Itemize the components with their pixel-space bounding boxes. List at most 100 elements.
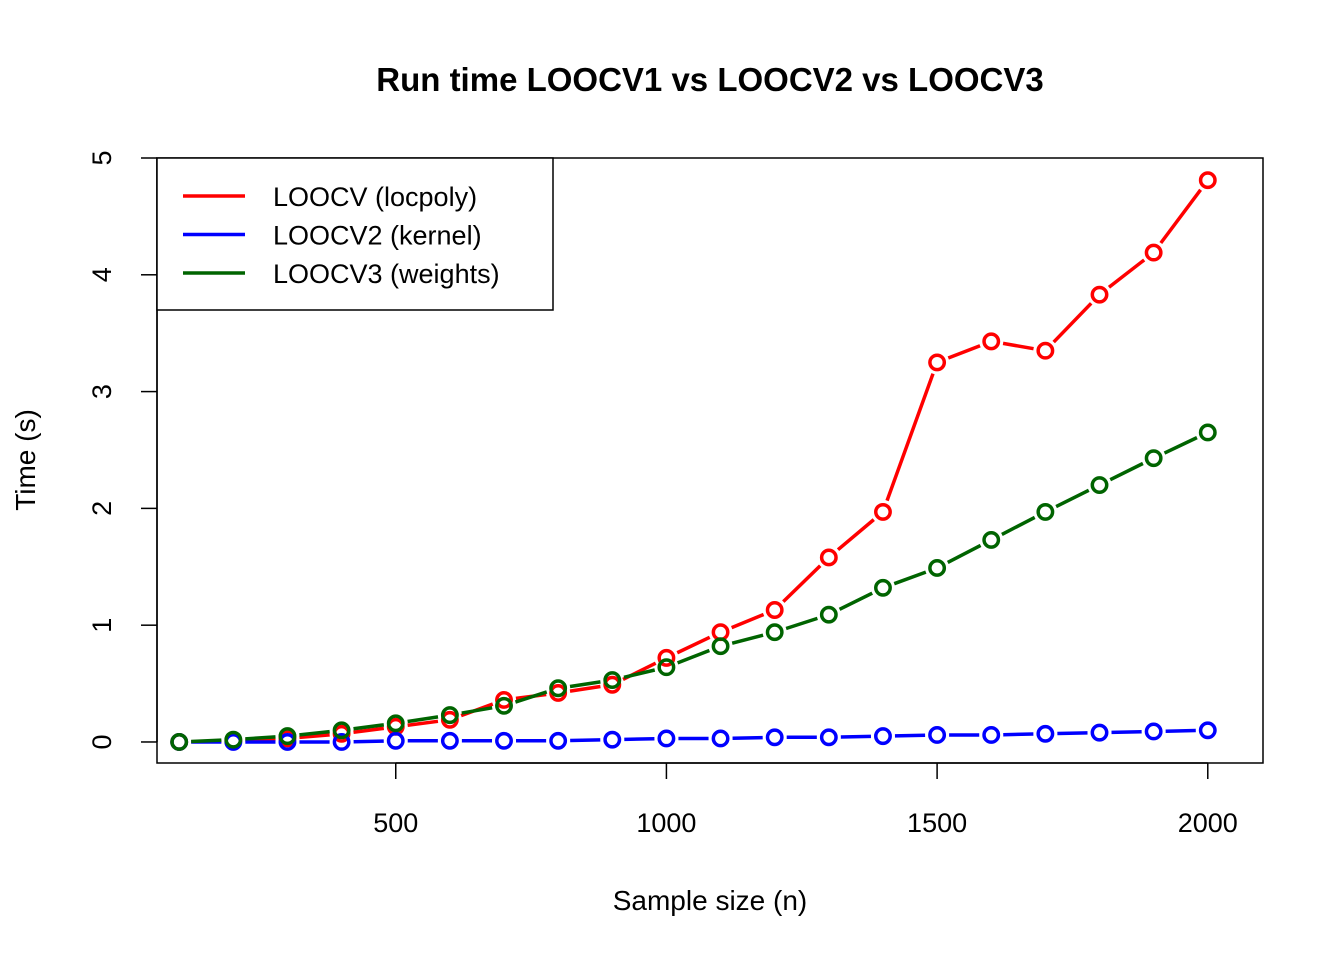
series-point [928,726,947,744]
series-segment [894,733,926,738]
series-2 [170,721,1217,751]
chart-title: Run time LOOCV1 vs LOOCV2 vs LOOCV3 [376,61,1044,98]
series-point [1144,243,1163,262]
legend: LOOCV (locpoly) LOOCV2 (kernel) LOOCV3 (we… [156,157,554,311]
x-tick-label: 1000 [636,808,696,838]
series-point [982,530,1001,549]
series-segment [1111,729,1142,735]
series-point [603,730,622,749]
y-tick-label: 3 [87,384,117,399]
series-point [1144,722,1163,741]
series-point [819,728,838,747]
series-segment [245,735,276,741]
series-point [765,623,784,642]
series-point [495,731,513,750]
series-segment [191,738,222,744]
x-tick-label: 1500 [907,808,967,838]
series-segment [353,726,385,734]
series-point [711,729,730,748]
series-segment [838,591,873,611]
series-segment [731,633,764,645]
series-point [1036,502,1055,521]
series-point [495,690,513,709]
series-segment [840,734,872,739]
series-point [278,727,297,746]
series-point [657,658,676,677]
series-segment [836,518,875,552]
series-point [982,726,1001,744]
series-point [549,731,568,750]
series-point [1198,721,1217,740]
y-tick-label: 5 [87,150,117,165]
series-point [874,727,892,746]
series-segment [785,616,818,631]
x-tick-label: 2000 [1178,808,1238,838]
series-segment [1003,732,1034,737]
series-segment [947,344,981,360]
series-point [982,332,1001,351]
series-point [386,714,405,733]
series-point [819,605,838,624]
series-point [765,728,784,747]
series-point [874,578,892,597]
series-segment [1109,461,1144,482]
series-segment [1163,436,1198,455]
series-point [332,733,351,751]
series-segment [730,612,765,630]
series-3 [170,423,1217,751]
series-segment [461,706,493,715]
series-point [278,733,297,751]
y-tick-label: 2 [87,501,117,516]
series-segment [353,739,384,744]
series-segment [1057,731,1088,736]
y-axis-label: Time (s) [10,409,41,511]
series-point [711,637,730,656]
series-point [170,733,189,751]
series-point [549,679,568,698]
series-segment [885,373,935,502]
series-segment [732,735,763,740]
y-axis: 0 1 2 3 4 5 [87,150,158,749]
series-point [657,648,676,667]
series-segment [893,570,927,586]
series-segment [624,736,655,742]
series-segment [1165,728,1196,733]
series-segment [623,668,656,680]
x-axis: 500 1000 1500 2000 [373,762,1238,838]
series-point [874,502,892,521]
series-point [765,601,784,619]
series-point [1036,341,1055,360]
series-point [1198,423,1217,442]
series-layer [170,171,1217,751]
series-segment [569,684,601,693]
series-point [711,623,730,642]
legend-label-2: LOOCV2 (kernel) [273,221,482,251]
series-segment [353,723,385,731]
series-segment [407,715,439,724]
series-point [386,731,405,750]
y-tick-label: 4 [87,267,117,282]
series-segment [570,738,601,743]
series-segment [514,690,548,704]
series-point [495,696,513,715]
series-segment [782,564,822,603]
series-segment [676,635,711,655]
series-point [1036,724,1055,743]
series-point [928,353,947,372]
x-tick-label: 500 [373,808,418,838]
series-point [440,731,459,750]
series-segment [1052,302,1093,344]
series-segment [1107,258,1146,289]
series-segment [299,729,330,737]
series-point [1198,171,1217,190]
series-point [1090,723,1109,742]
y-tick-label: 0 [87,734,117,749]
series-point [1090,285,1109,304]
series-segment [1002,341,1034,351]
series-point [332,721,351,740]
legend-label-3: LOOCV3 (weights) [273,259,500,289]
series-point [657,729,676,748]
series-segment [946,543,982,564]
legend-label-1: LOOCV (locpoly) [273,182,477,212]
